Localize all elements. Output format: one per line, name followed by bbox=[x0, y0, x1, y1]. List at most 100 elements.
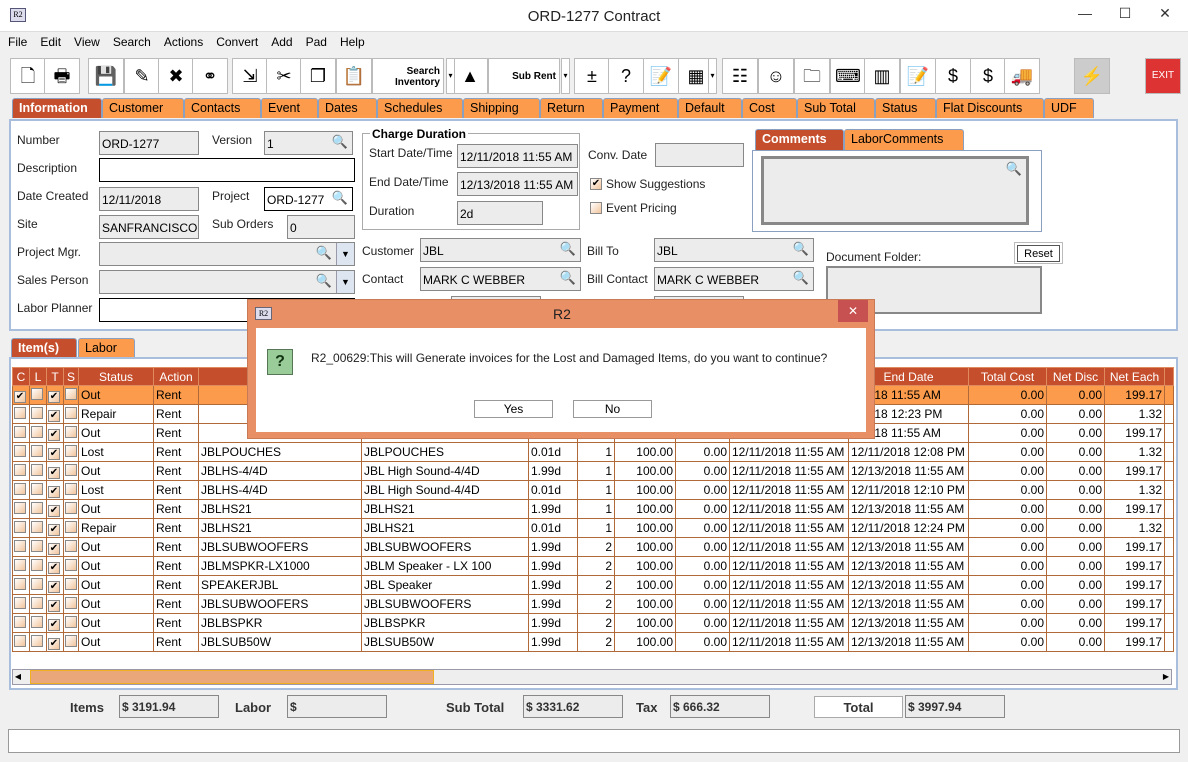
t-checkbox[interactable]: ✔ bbox=[48, 561, 60, 574]
l-checkbox[interactable] bbox=[31, 501, 43, 514]
menu-file[interactable]: File bbox=[8, 35, 28, 49]
menu-pad[interactable]: Pad bbox=[305, 35, 327, 49]
horizontal-scrollbar[interactable]: ◀ ▶ bbox=[12, 669, 1172, 685]
t-checkbox[interactable]: ✔ bbox=[48, 580, 60, 593]
close-window-button[interactable]: ✕ bbox=[1159, 5, 1171, 21]
key-icon[interactable]: ⌨ bbox=[830, 58, 866, 94]
c-checkbox[interactable] bbox=[14, 615, 26, 628]
stack-icon[interactable]: ▥ bbox=[864, 58, 900, 94]
t-checkbox[interactable]: ✔ bbox=[48, 618, 60, 631]
column-header[interactable]: End Date bbox=[848, 367, 969, 386]
scrollbar-thumb[interactable] bbox=[30, 670, 434, 684]
l-checkbox[interactable] bbox=[31, 425, 43, 438]
tab-customer[interactable]: Customer bbox=[102, 98, 184, 118]
tab-flat-discounts[interactable]: Flat Discounts bbox=[936, 98, 1044, 118]
tab-comments[interactable]: Comments bbox=[755, 129, 844, 150]
c-checkbox[interactable] bbox=[14, 539, 26, 552]
s-checkbox[interactable] bbox=[65, 406, 77, 419]
search-icon[interactable]: 🔍 bbox=[559, 241, 576, 256]
l-checkbox[interactable] bbox=[31, 482, 43, 495]
s-checkbox[interactable] bbox=[65, 596, 77, 609]
tab-shipping[interactable]: Shipping bbox=[463, 98, 540, 118]
c-checkbox[interactable] bbox=[14, 520, 26, 533]
tab-event[interactable]: Event bbox=[261, 98, 318, 118]
c-checkbox[interactable] bbox=[14, 577, 26, 590]
scroll-left-arrow[interactable]: ◀ bbox=[14, 672, 22, 681]
exit-icon[interactable]: EXIT bbox=[1145, 58, 1181, 94]
conv-date-field[interactable] bbox=[655, 143, 744, 167]
column-header[interactable]: L bbox=[29, 367, 47, 386]
tab-dates[interactable]: Dates bbox=[318, 98, 377, 118]
search-icon[interactable]: 🔍 bbox=[792, 270, 809, 285]
project-mgr-combo[interactable]: 🔍 ▼ bbox=[99, 242, 355, 266]
dropdown-arrow-icon[interactable]: ▾ bbox=[561, 58, 570, 94]
chevron-down-icon[interactable]: ▼ bbox=[336, 243, 354, 265]
c-checkbox[interactable] bbox=[14, 463, 26, 476]
c-checkbox[interactable] bbox=[14, 634, 26, 647]
menu-help[interactable]: Help bbox=[339, 35, 365, 49]
table-row[interactable]: ✔ Lost Rent JBLPOUCHES JBLPOUCHES 0.01d 1 100.0… bbox=[12, 442, 1174, 462]
s-checkbox[interactable] bbox=[65, 520, 77, 533]
c-checkbox[interactable] bbox=[14, 406, 26, 419]
no-button[interactable]: No bbox=[573, 400, 652, 418]
c-checkbox[interactable] bbox=[14, 425, 26, 438]
truck-icon[interactable]: 🚚 bbox=[1004, 58, 1040, 94]
binoculars-icon[interactable]: ⚭ bbox=[192, 58, 228, 94]
add-remove-icon[interactable]: ± bbox=[574, 58, 610, 94]
table-row[interactable]: ✔ Out Rent JBLBSPKR JBLBSPKR 1.99d 2 100.00 0.00… bbox=[12, 613, 1174, 633]
tab-labor-comments[interactable]: LaborComments bbox=[844, 129, 964, 150]
l-checkbox[interactable] bbox=[31, 558, 43, 571]
t-checkbox[interactable]: ✔ bbox=[48, 447, 60, 460]
s-checkbox[interactable] bbox=[65, 482, 77, 495]
yes-button[interactable]: Yes bbox=[474, 400, 553, 418]
column-header[interactable]: Action bbox=[153, 367, 199, 386]
tab-sub-total[interactable]: Sub Total bbox=[797, 98, 875, 118]
tab-status[interactable]: Status bbox=[875, 98, 936, 118]
search-icon[interactable]: 🔍 bbox=[315, 273, 332, 288]
bill-to-field[interactable]: JBL 🔍 bbox=[654, 238, 814, 262]
column-header[interactable]: C bbox=[12, 367, 30, 386]
column-header[interactable]: Net Disc bbox=[1046, 367, 1105, 386]
customer-field[interactable]: JBL 🔍 bbox=[420, 238, 581, 262]
c-checkbox[interactable] bbox=[14, 444, 26, 457]
menu-add[interactable]: Add bbox=[271, 35, 293, 49]
minimize-button[interactable]: — bbox=[1078, 5, 1092, 21]
t-checkbox[interactable]: ✔ bbox=[48, 523, 60, 536]
s-checkbox[interactable] bbox=[65, 539, 77, 552]
chevron-down-icon[interactable]: ▼ bbox=[336, 271, 354, 293]
table-row[interactable]: ✔ Out Rent JBLSUBWOOFERS JBLSUBWOOFERS 1.99d 2… bbox=[12, 537, 1174, 557]
column-header[interactable]: T bbox=[46, 367, 64, 386]
table-row[interactable]: ✔ Out Rent JBLSUBWOOFERS JBLSUBWOOFERS 1.99d 2… bbox=[12, 594, 1174, 614]
tab-udf[interactable]: UDF bbox=[1044, 98, 1094, 118]
description-input[interactable] bbox=[99, 158, 355, 182]
notepad-icon[interactable]: 📝 bbox=[643, 58, 679, 94]
c-checkbox[interactable] bbox=[14, 482, 26, 495]
paste-icon[interactable]: 📋 bbox=[336, 58, 372, 94]
search-icon[interactable]: 🔍 bbox=[331, 134, 348, 149]
number-field[interactable]: ORD-1277 bbox=[99, 131, 199, 155]
sub-rent-icon[interactable]: Sub Rent bbox=[488, 58, 560, 94]
smiley-icon[interactable]: ☺ bbox=[758, 58, 794, 94]
table-row[interactable]: ✔ Out Rent JBLHS-4/4D JBL High Sound-4/4D 1.9… bbox=[12, 461, 1174, 481]
tab-cost[interactable]: Cost bbox=[742, 98, 797, 118]
table-row[interactable]: ✔ Out Rent SPEAKERJBL JBL Speaker 1.99d 2 100.0… bbox=[12, 575, 1174, 595]
tab-payment[interactable]: Payment bbox=[603, 98, 678, 118]
t-checkbox[interactable]: ✔ bbox=[48, 485, 60, 498]
l-checkbox[interactable] bbox=[31, 463, 43, 476]
t-checkbox[interactable]: ✔ bbox=[48, 637, 60, 650]
search-icon[interactable]: 🔍 bbox=[331, 190, 348, 205]
scroll-right-arrow[interactable]: ▶ bbox=[1162, 672, 1170, 681]
c-checkbox[interactable] bbox=[14, 596, 26, 609]
s-checkbox[interactable] bbox=[65, 615, 77, 628]
search-icon[interactable]: 🔍 bbox=[315, 245, 332, 260]
edit-icon[interactable]: ✎ bbox=[124, 58, 160, 94]
t-checkbox[interactable]: ✔ bbox=[48, 390, 60, 403]
l-checkbox[interactable] bbox=[31, 577, 43, 590]
project-field[interactable]: ORD-1277 🔍 bbox=[264, 187, 353, 211]
event-pricing-checkbox[interactable] bbox=[590, 202, 602, 214]
table-row[interactable]: ✔ Out Rent JBLMSPKR-LX1000 JBLM Speaker - LX… bbox=[12, 556, 1174, 576]
tab-items[interactable]: Item(s) bbox=[11, 338, 77, 358]
shapes-icon[interactable]: ▲ bbox=[452, 58, 488, 94]
dropdown-arrow-icon[interactable]: ▾ bbox=[708, 58, 717, 94]
s-checkbox[interactable] bbox=[65, 463, 77, 476]
